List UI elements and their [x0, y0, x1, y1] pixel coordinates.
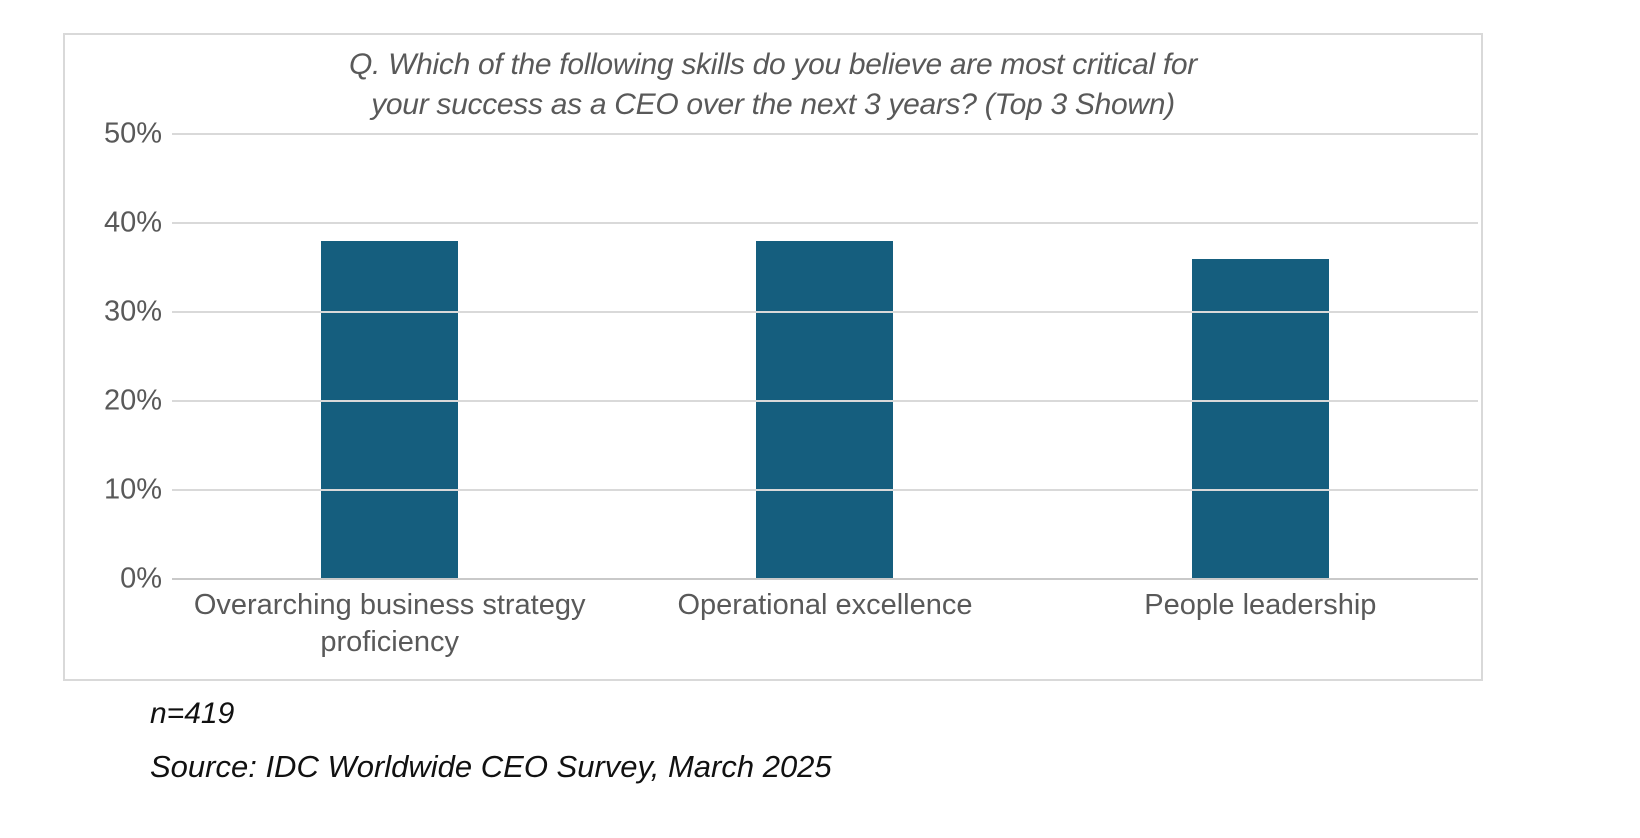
x-axis-line [172, 578, 1478, 580]
gridline-50 [172, 133, 1478, 135]
x-category-label-people-leadership: People leadership [1043, 587, 1478, 661]
source-note: Source: IDC Worldwide CEO Survey, March … [150, 749, 832, 784]
sample-size-note: n=419 [150, 697, 235, 730]
x-category-label-operational-excellence: Operational excellence [607, 587, 1042, 661]
chart-title-line-2: your success as a CEO over the next 3 ye… [371, 88, 1175, 121]
x-category-label-overarching-business-strategy-proficiency: Overarching business strategy proficiency [172, 587, 607, 661]
bar-slot-overarching-business-strategy-proficiency [172, 134, 607, 579]
chart-title-line-1: Q. Which of the following skills do you … [349, 48, 1197, 81]
gridline-20 [172, 400, 1478, 402]
x-category-label-line: People leadership [1144, 589, 1377, 621]
plot-area [172, 133, 1478, 580]
bar-slot-people-leadership [1043, 134, 1478, 579]
y-tick-label-50: 50% [103, 117, 162, 150]
x-category-label-line: Overarching business strategy [193, 589, 586, 621]
x-category-label-line: proficiency [320, 626, 459, 658]
y-tick-label-0: 0% [120, 562, 162, 595]
y-tick-label-40: 40% [103, 206, 162, 239]
bars-group [172, 134, 1478, 579]
gridline-10 [172, 489, 1478, 491]
bar-people-leadership [1191, 258, 1329, 579]
bar-overarching-business-strategy-proficiency [321, 240, 459, 579]
chart-frame: Q. Which of the following skills do you … [63, 33, 1483, 681]
x-category-label-line: Operational excellence [677, 589, 973, 621]
chart-title: Q. Which of the following skills do you … [65, 45, 1481, 125]
gridline-40 [172, 222, 1478, 224]
y-tick-label-10: 10% [103, 473, 162, 506]
bar-operational-excellence [756, 240, 894, 579]
y-tick-label-30: 30% [103, 295, 162, 328]
gridline-30 [172, 311, 1478, 313]
y-axis-labels: 50% 40% 30% 20% 10% 0% [65, 119, 162, 593]
y-tick-label-20: 20% [103, 384, 162, 417]
x-axis-labels: Overarching business strategy proficiency… [172, 587, 1478, 661]
bar-slot-operational-excellence [607, 134, 1042, 579]
